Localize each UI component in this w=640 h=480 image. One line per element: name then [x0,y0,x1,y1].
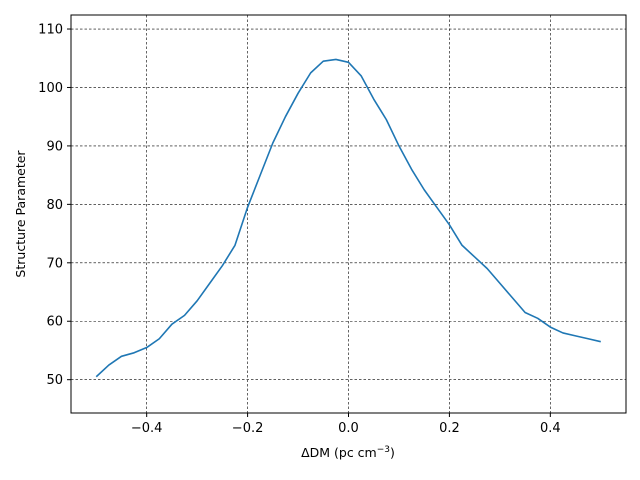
x-tick-label: 0.2 [439,421,460,436]
y-tick-label: 60 [46,315,63,330]
x-axis-label: ΔDM (pc cm−3) [301,445,395,460]
y-tick-label: 80 [46,198,63,213]
y-tick-label: 90 [46,139,63,154]
y-axis-label: Structure Parameter [13,150,28,278]
y-axis-ticks: 50 60 70 80 90 100 110 [38,23,71,388]
y-tick-label: 100 [38,81,63,96]
x-tick-label: −0.4 [131,421,163,436]
series-layer [95,58,601,378]
y-tick-label: 110 [38,23,63,38]
series-line [95,58,601,378]
x-tick-label: 0.0 [338,421,359,436]
grid [71,15,626,413]
y-tick-label: 50 [46,373,63,388]
x-tick-label: 0.4 [540,421,561,436]
y-tick-label: 70 [46,256,63,271]
x-axis-ticks: −0.4 −0.2 0.0 0.2 0.4 [131,413,561,436]
x-tick-label: −0.2 [232,421,264,436]
